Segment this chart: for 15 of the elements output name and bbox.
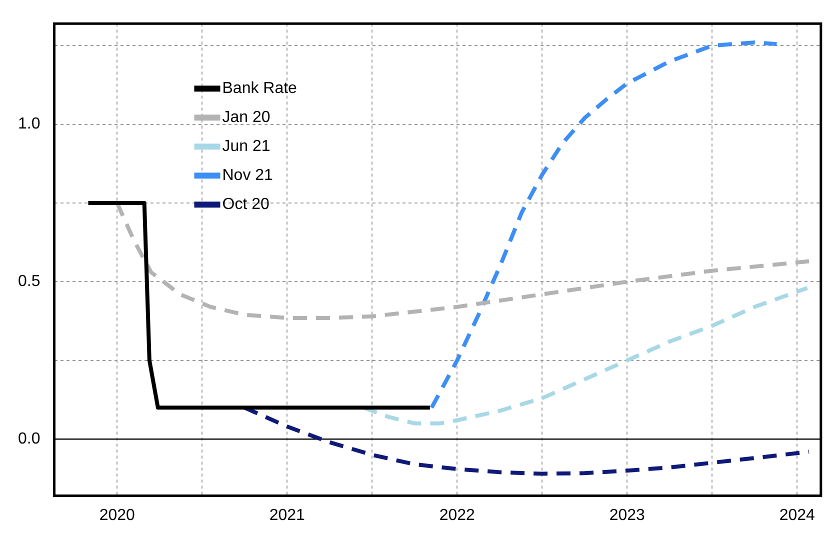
y-tick-label: 1.0 (18, 116, 40, 133)
x-tick-label: 2022 (439, 506, 476, 524)
y-tick-label: 0.0 (18, 430, 40, 448)
x-tick-label: 2020 (99, 506, 136, 524)
line-series (430, 40, 779, 410)
legend-label: Oct 20 (222, 196, 270, 214)
legend-label: Nov 21 (222, 167, 274, 184)
x-tick-label: 2024 (779, 506, 816, 524)
line-series (362, 286, 810, 426)
y-tick-label: 0.5 (18, 273, 40, 290)
x-tick-label: 2023 (609, 506, 646, 524)
legend-label: Bank Rate (222, 80, 298, 98)
x-tick-label: 2021 (269, 506, 306, 524)
legend-label: Jan 20 (222, 109, 270, 126)
legend-label: Jun 21 (222, 138, 270, 156)
